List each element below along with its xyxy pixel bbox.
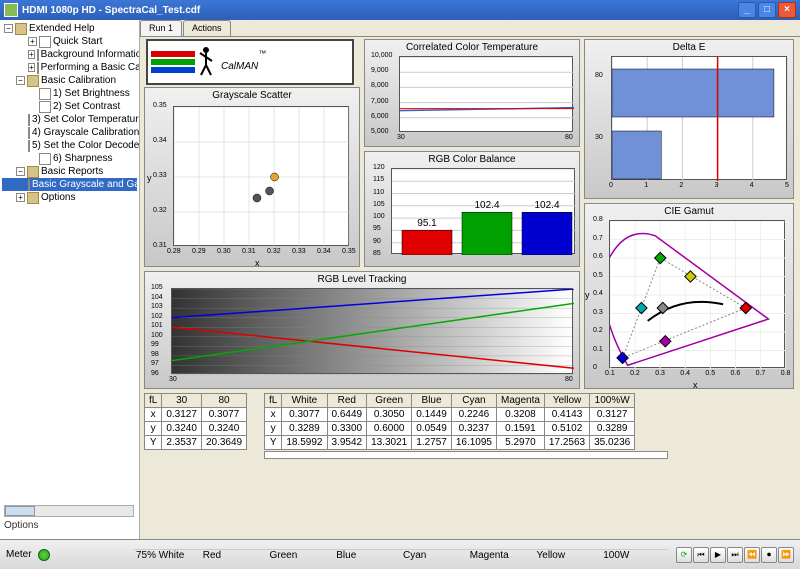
color-table: fLWhiteRedGreenBlueCyanMagentaYellow100%… bbox=[264, 393, 635, 450]
color-segment: Magenta bbox=[468, 549, 535, 561]
tab-actions[interactable]: Actions bbox=[183, 20, 231, 36]
color-segment: 100W bbox=[601, 549, 668, 561]
tree-item[interactable]: +Options bbox=[2, 191, 137, 204]
close-button[interactable]: × bbox=[778, 2, 796, 18]
color-segment: 75% White bbox=[134, 549, 201, 561]
playback-controls: ⟳ ⏮ ▶ ⏭ ⏪ ⏺ ⏩ bbox=[676, 547, 794, 563]
rewind-button[interactable]: ⏪ bbox=[744, 547, 760, 563]
color-segment: Yellow bbox=[535, 549, 602, 561]
window-title: HDMI 1080p HD - SpectraCal_Test.cdf bbox=[22, 5, 738, 16]
record-button[interactable]: ⏺ bbox=[761, 547, 777, 563]
tree-item[interactable]: −Basic Reports bbox=[2, 165, 137, 178]
forward-button[interactable]: ⏩ bbox=[778, 547, 794, 563]
content: Run 1 Actions CalMAN™Grayscale Scatter0.… bbox=[140, 20, 800, 539]
color-segment: Green bbox=[268, 549, 335, 561]
svg-text:102.4: 102.4 bbox=[534, 200, 559, 211]
tree-item[interactable]: +Performing a Basic Calibration bbox=[2, 61, 137, 74]
calman-logo: CalMAN™ bbox=[146, 39, 354, 85]
cie-panel: CIE Gamut0.10.20.30.40.50.60.70.800.10.2… bbox=[584, 203, 794, 389]
maximize-button[interactable]: □ bbox=[758, 2, 776, 18]
refresh-button[interactable]: ⟳ bbox=[676, 547, 692, 563]
bottom-bar: Meter 75% WhiteRedGreenBlueCyanMagentaYe… bbox=[0, 539, 800, 569]
grayscale-scatter-panel: Grayscale Scatter0.310.320.330.340.350.2… bbox=[144, 87, 360, 267]
color-segment: Cyan bbox=[401, 549, 468, 561]
tree-item[interactable]: 6) Sharpness bbox=[2, 152, 137, 165]
titlebar: HDMI 1080p HD - SpectraCal_Test.cdf _ □ … bbox=[0, 0, 800, 20]
tree-item[interactable]: 5) Set the Color Decoder bbox=[2, 139, 137, 152]
tree-item[interactable]: 2) Set Contrast bbox=[2, 100, 137, 113]
play-button[interactable]: ▶ bbox=[710, 547, 726, 563]
tree-item[interactable]: 3) Set Color Temperature bbox=[2, 113, 137, 126]
tree-item[interactable]: +Background Information bbox=[2, 48, 137, 61]
tree-item[interactable]: Basic Grayscale and Gamut rep bbox=[2, 178, 137, 191]
next-button[interactable]: ⏭ bbox=[727, 547, 743, 563]
tab-run1[interactable]: Run 1 bbox=[140, 20, 182, 36]
sidebar: −Extended Help+Quick Start+Background In… bbox=[0, 20, 140, 539]
deltae-panel: Delta E0123458030 bbox=[584, 39, 794, 199]
cct-panel: Correlated Color Temperature5,0006,0007,… bbox=[364, 39, 580, 147]
color-segment: Red bbox=[201, 549, 268, 561]
color-segment: Blue bbox=[334, 549, 401, 561]
tree-item[interactable]: −Basic Calibration bbox=[2, 74, 137, 87]
prev-button[interactable]: ⏮ bbox=[693, 547, 709, 563]
tree-item[interactable]: 1) Set Brightness bbox=[2, 87, 137, 100]
app-icon bbox=[4, 3, 18, 17]
options-link[interactable]: Options bbox=[4, 520, 38, 531]
meter-label: Meter bbox=[6, 549, 32, 560]
minimize-button[interactable]: _ bbox=[738, 2, 756, 18]
tree-item[interactable]: +Quick Start bbox=[2, 35, 137, 48]
grayscale-table: fL3080x0.31270.3077y0.32400.3240Y2.35372… bbox=[144, 393, 247, 450]
tree-item[interactable]: −Extended Help bbox=[2, 22, 137, 35]
rgb-balance-panel: RGB Color Balance95.1102.4102.4859095100… bbox=[364, 151, 580, 267]
rgb-tracking-panel: RGB Level Tracking9697989910010110210310… bbox=[144, 271, 580, 389]
options-bar: Options bbox=[4, 505, 134, 531]
tree-item[interactable]: 4) Grayscale Calibration bbox=[2, 126, 137, 139]
meter-indicator bbox=[38, 549, 50, 561]
svg-text:102.4: 102.4 bbox=[474, 200, 499, 211]
sidebar-scrollbar[interactable] bbox=[4, 505, 134, 517]
svg-text:95.1: 95.1 bbox=[417, 218, 437, 229]
